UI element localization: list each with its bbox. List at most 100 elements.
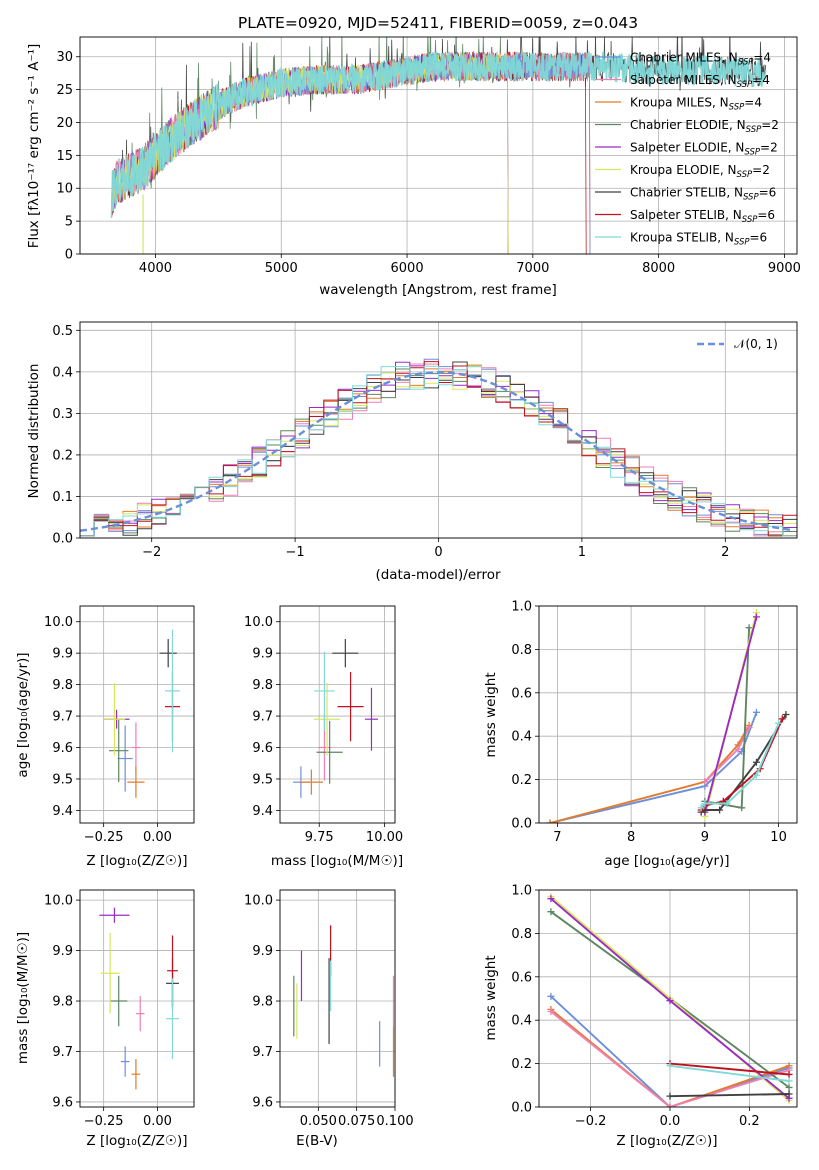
- legend-subscript: SSP: [743, 192, 759, 202]
- y-tick-label: 0.2: [511, 1057, 532, 1072]
- x-tick-label: 0: [434, 545, 442, 560]
- weight-line-salpeter_stelib: [669, 1062, 790, 1076]
- x-tick-label: 8000: [642, 261, 675, 276]
- y-tick-label: 0.8: [511, 927, 532, 942]
- x-tick-label: 2: [721, 545, 729, 560]
- grid: [80, 322, 797, 539]
- plot-area: [103, 629, 181, 798]
- age-mass-weight-plot: 7 8 9 10 0.0 0.2 0.4 0.6 0.8 1.0: [511, 600, 798, 845]
- y-tick-label: 10.0: [44, 615, 73, 630]
- age-mass-xlabel: mass [log₁₀(M/M☉)]: [271, 853, 403, 869]
- y-tick-label: 10.0: [244, 615, 273, 630]
- legend-label: Salpeter ELODIE, NSSP=2: [630, 141, 778, 158]
- legend-suffix: =4: [744, 96, 762, 110]
- y-tick-label: 15: [56, 149, 73, 164]
- x-tick-label: 8: [627, 830, 635, 845]
- x-tick-label: 0.050: [300, 1114, 337, 1129]
- y-tick-label: 9.6: [52, 1095, 73, 1110]
- legend-subscript: SSP: [746, 125, 762, 135]
- ticks: −0.25 0.00 9.6 9.7 9.8 9.9 10.0: [44, 894, 172, 1129]
- weight-marker-chabrier_stelib: [666, 1092, 674, 1100]
- weight-marker-kroupa_stelib: [701, 799, 709, 807]
- spectrum-line-kroupa_stelib: [110, 50, 767, 218]
- x-tick-label: −2: [142, 545, 161, 560]
- legend-label: 𝒩(0, 1): [734, 337, 778, 351]
- axes-frame: [79, 321, 798, 539]
- age-weight-ylabel: mass weight: [483, 672, 499, 757]
- legend-suffix: =2: [760, 141, 778, 155]
- normal-curve: [80, 371, 795, 532]
- y-tick-label: 9.5: [252, 772, 273, 787]
- x-tick-label: 0.075: [338, 1114, 375, 1129]
- weight-marker-chabrier_miles: [752, 708, 760, 716]
- x-tick-label: 9000: [768, 261, 801, 276]
- weight-line-kroupa_miles: [550, 1008, 790, 1107]
- plot-area: [110, 37, 767, 254]
- axes-frame: [79, 889, 195, 1108]
- legend-label: Salpeter STELIB, NSSP=6: [630, 208, 775, 225]
- weight-marker-kroupa_stelib: [666, 1062, 674, 1070]
- residual-histogram: −2 −1 0 1 2 0.0 0.1 0.2 0.3 0.4 0.5 𝒩(0, 1): [52, 321, 798, 560]
- spectrum-line-chabrier_miles: [111, 51, 591, 254]
- x-tick-label: 0.0: [660, 1114, 681, 1129]
- x-tick-label: −0.25: [84, 1114, 124, 1129]
- mass-z-ylabel: mass [log₁₀(M/M☉)]: [15, 932, 31, 1064]
- weight-marker-salpeter_miles: [547, 1008, 555, 1016]
- y-tick-label: 10.0: [244, 894, 273, 909]
- x-tick-label: 6000: [391, 261, 424, 276]
- y-tick-label: 0.3: [52, 407, 73, 422]
- y-tick-label: 0.2: [52, 448, 73, 463]
- legend-suffix: =6: [757, 208, 775, 222]
- legend-label: Chabrier ELODIE, NSSP=2: [630, 118, 779, 135]
- axes-frame: [279, 889, 396, 1108]
- weight-marker-kroupa_stelib: [723, 799, 731, 807]
- x-tick-label: 7: [553, 830, 561, 845]
- y-tick-label: 9.8: [252, 995, 273, 1010]
- weight-marker-chabrier_elodie: [745, 624, 753, 632]
- weight-marker-chabrier_elodie: [738, 804, 746, 812]
- y-tick-label: 9.9: [52, 647, 73, 662]
- weight-line-chabrier_stelib: [669, 1093, 790, 1098]
- plot-area: [99, 907, 179, 1090]
- legend-subscript: SSP: [738, 57, 754, 67]
- legend-subscript: SSP: [729, 102, 745, 112]
- legend-label: Kroupa ELODIE, NSSP=2: [630, 163, 770, 180]
- ticks: −2 −1 0 1 2 0.0 0.1 0.2 0.3 0.4 0.5: [52, 324, 729, 560]
- grid: [280, 606, 395, 823]
- legend: Chabrier MILES, NSSP=4 Salpeter MILES, NS…: [595, 51, 779, 247]
- ticks: 0.050 0.075 0.100 9.6 9.7 9.8 9.9 10.0: [244, 894, 414, 1129]
- x-tick-label: 0.00: [143, 1114, 172, 1129]
- x-tick-label: 5000: [265, 261, 298, 276]
- x-tick-label: 9: [701, 830, 709, 845]
- weight-marker-chabrier_stelib: [785, 1090, 793, 1098]
- residual-ylabel: Normed distribution: [26, 364, 42, 499]
- y-tick-label: 0.1: [52, 490, 73, 505]
- x-tick-label: 7000: [516, 261, 549, 276]
- y-tick-label: 9.4: [252, 804, 273, 819]
- weight-line-salpeter_elodie: [703, 616, 758, 813]
- mass-ebv-xlabel: E(B-V): [296, 1133, 338, 1149]
- age-vs-z-plot: −0.25 0.00 9.4 9.5 9.6 9.7 9.8 9.9 10.0: [44, 605, 195, 845]
- y-tick-label: 9.6: [52, 741, 73, 756]
- y-tick-label: 9.7: [52, 1045, 73, 1060]
- y-tick-label: 1.0: [511, 884, 532, 899]
- legend-suffix: =4: [752, 73, 770, 87]
- y-tick-label: 9.8: [52, 678, 73, 693]
- y-tick-label: 9.6: [252, 741, 273, 756]
- weight-marker-chabrier_miles: [547, 992, 555, 1000]
- legend-suffix: =2: [752, 163, 770, 177]
- age-z-ylabel: age [log₁₀(age/yr)]: [15, 652, 31, 777]
- y-tick-label: 0.0: [511, 1101, 532, 1116]
- y-tick-label: 5: [65, 215, 73, 230]
- y-tick-label: 9.9: [52, 944, 73, 959]
- z-weight-xlabel: Z [log₁₀(Z/Z☉)]: [616, 1133, 717, 1149]
- weight-marker-salpeter_elodie: [752, 613, 760, 621]
- axes-frame: [538, 889, 798, 1108]
- y-tick-label: 0.4: [511, 1014, 532, 1029]
- y-tick-label: 0.8: [511, 643, 532, 658]
- legend-label: Chabrier STELIB, NSSP=6: [630, 186, 776, 203]
- weight-marker-salpeter_miles: [734, 745, 742, 753]
- y-tick-label: 9.7: [52, 710, 73, 725]
- grid: [539, 605, 797, 824]
